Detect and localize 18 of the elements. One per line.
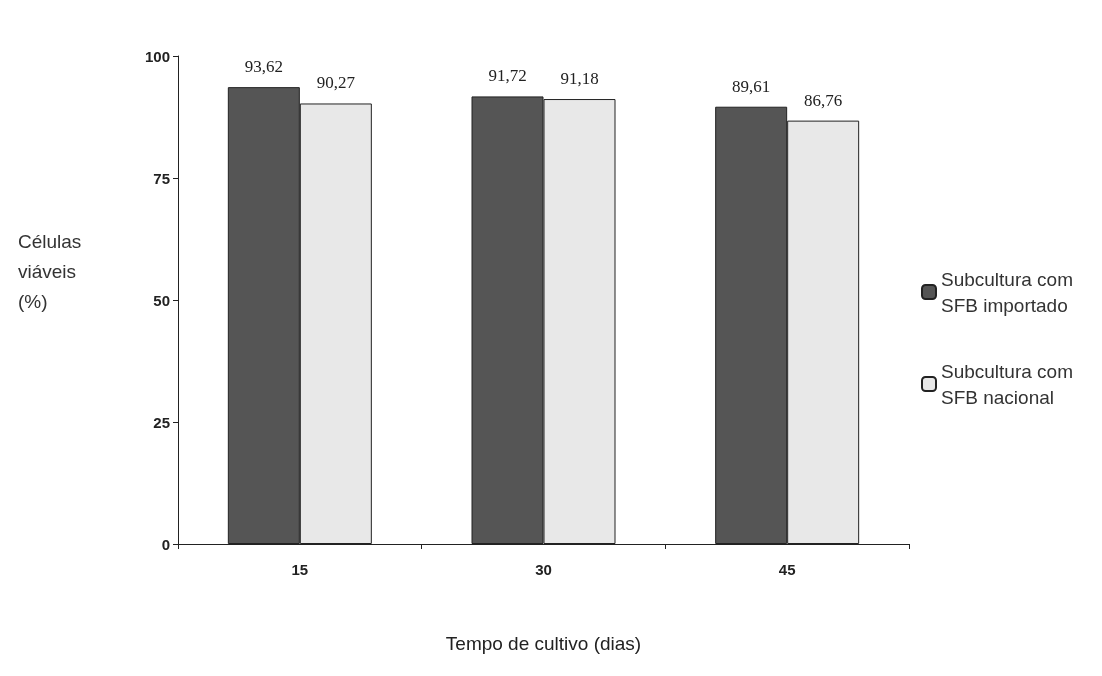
data-label: 86,76: [804, 90, 843, 110]
x-tick-label: 15: [291, 561, 309, 578]
y-tick-label: 0: [161, 535, 170, 553]
data-label: 91,18: [560, 69, 599, 89]
legend-label: Subcultura com SFB importado: [941, 268, 1079, 316]
data-label: 91,72: [488, 66, 527, 86]
y-tick-label: 100: [144, 47, 170, 65]
data-label: 90,27: [316, 73, 356, 93]
y-tick-label: 75: [153, 169, 170, 187]
data-label: 89,61: [732, 76, 771, 96]
x-tick-label: 30: [535, 561, 552, 578]
data-label: 93,62: [244, 57, 283, 77]
legend-label: Subcultura com SFB nacional: [941, 360, 1079, 408]
y-tick-label: 50: [153, 291, 170, 309]
x-axis-title: Tempo de cultivo (dias): [445, 633, 642, 654]
x-tick-label: 45: [778, 561, 796, 578]
y-tick-label: 25: [153, 413, 170, 431]
y-axis-title: Células viáveis (%): [18, 230, 82, 312]
